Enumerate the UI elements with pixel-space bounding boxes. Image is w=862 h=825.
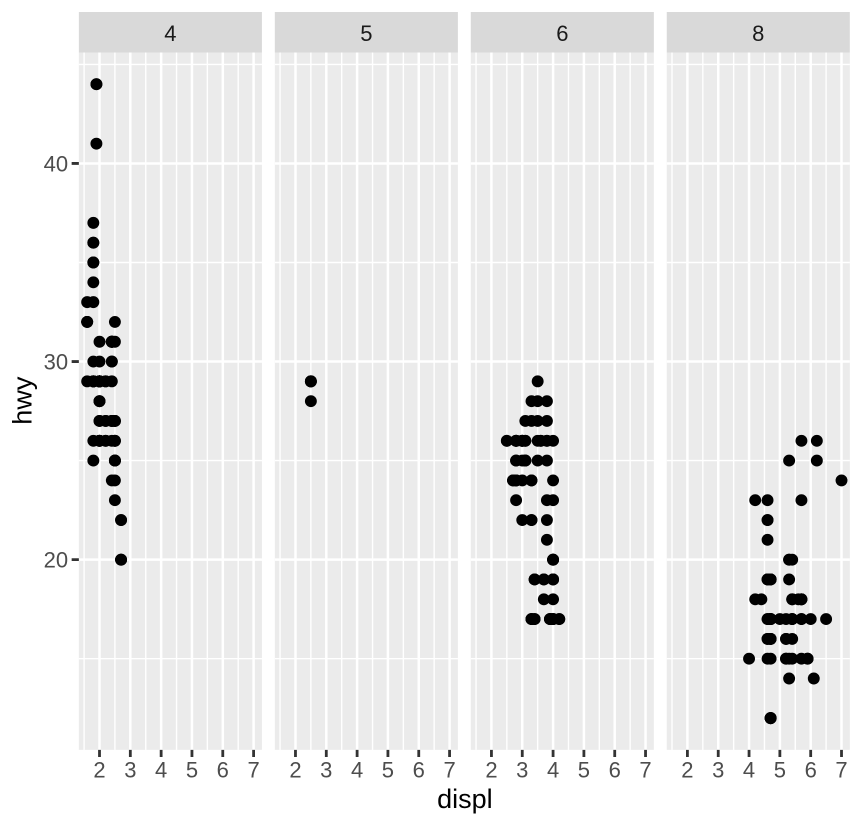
svg-text:5: 5 (578, 758, 590, 783)
svg-text:30: 30 (44, 349, 68, 374)
svg-text:4: 4 (351, 758, 363, 783)
svg-text:3: 3 (320, 758, 332, 783)
svg-text:7: 7 (835, 758, 847, 783)
svg-text:4: 4 (547, 758, 559, 783)
svg-text:8: 8 (752, 21, 764, 46)
svg-text:40: 40 (44, 151, 68, 176)
svg-text:3: 3 (124, 758, 136, 783)
svg-text:4: 4 (743, 758, 755, 783)
svg-text:hwy: hwy (8, 376, 38, 425)
svg-text:5: 5 (774, 758, 786, 783)
svg-text:4: 4 (164, 21, 176, 46)
svg-text:3: 3 (712, 758, 724, 783)
svg-text:6: 6 (556, 21, 568, 46)
svg-text:6: 6 (805, 758, 817, 783)
svg-text:3: 3 (516, 758, 528, 783)
svg-text:7: 7 (443, 758, 455, 783)
svg-text:5: 5 (360, 21, 372, 46)
svg-text:2: 2 (289, 758, 301, 783)
svg-text:2: 2 (93, 758, 105, 783)
svg-text:6: 6 (609, 758, 621, 783)
svg-text:displ: displ (437, 784, 493, 814)
svg-text:4: 4 (155, 758, 167, 783)
svg-text:5: 5 (186, 758, 198, 783)
svg-text:6: 6 (413, 758, 425, 783)
svg-text:6: 6 (217, 758, 229, 783)
svg-text:20: 20 (44, 548, 68, 573)
svg-text:7: 7 (639, 758, 651, 783)
svg-text:2: 2 (485, 758, 497, 783)
svg-text:2: 2 (681, 758, 693, 783)
svg-text:7: 7 (247, 758, 259, 783)
svg-text:5: 5 (382, 758, 394, 783)
